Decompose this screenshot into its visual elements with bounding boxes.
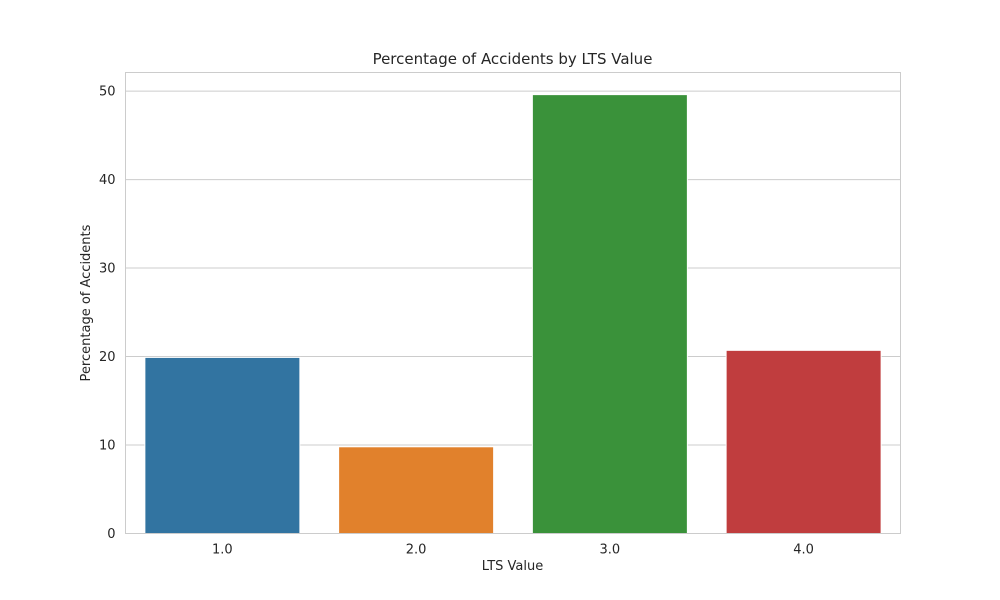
y-tick-label: 20 <box>99 350 116 365</box>
y-ticks: 0 10 20 30 40 50 <box>99 85 116 542</box>
x-tick-label: 3.0 <box>600 543 621 558</box>
bar-1.0 <box>144 356 301 535</box>
y-tick-label: 50 <box>99 85 116 100</box>
bar-3.0 <box>531 94 688 535</box>
bars-layer <box>144 94 882 535</box>
bar-2.0 <box>338 446 495 534</box>
x-ticks: 1.0 2.0 3.0 4.0 <box>212 543 814 558</box>
y-tick-label: 10 <box>99 439 116 454</box>
y-tick-label: 40 <box>99 173 116 188</box>
chart-title: Percentage of Accidents by LTS Value <box>373 50 653 68</box>
y-axis-label: Percentage of Accidents <box>79 224 94 381</box>
x-tick-label: 2.0 <box>406 543 427 558</box>
x-tick-label: 4.0 <box>793 543 814 558</box>
y-tick-label: 0 <box>107 527 115 542</box>
x-tick-label: 1.0 <box>212 543 233 558</box>
bar-4.0 <box>725 349 882 534</box>
y-tick-label: 30 <box>99 262 116 277</box>
x-axis-label: LTS Value <box>482 559 543 574</box>
plot-frame <box>125 72 901 534</box>
